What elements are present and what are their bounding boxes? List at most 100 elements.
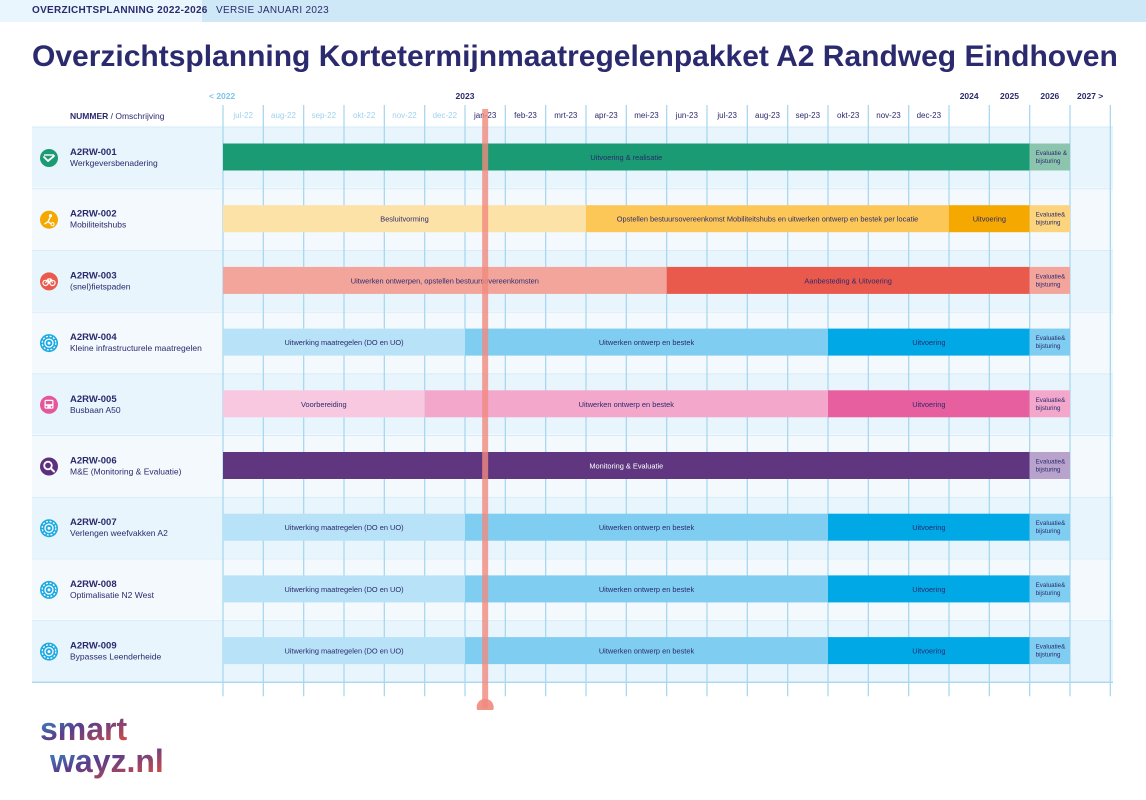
bike-wheel-left bbox=[42, 279, 49, 287]
year-label: 2026 bbox=[1040, 91, 1059, 101]
bar-label: Uitvoering bbox=[912, 585, 945, 594]
bus-icon bbox=[40, 395, 58, 414]
gear-ring bbox=[44, 646, 54, 657]
row-id: A2RW-002 bbox=[70, 209, 117, 220]
gantt-bar bbox=[828, 513, 1030, 541]
row-description: Verlengen weefvakken A2 bbox=[70, 528, 168, 538]
bar-label: Uitvoering bbox=[912, 523, 945, 532]
gantt-bar bbox=[223, 205, 586, 233]
bar-label: Uitwerking maatregelen (DO en UO) bbox=[284, 647, 403, 656]
row-description: Werkgeversbenadering bbox=[70, 158, 158, 168]
row-description: M&E (Monitoring & Evaluatie) bbox=[70, 467, 182, 477]
month-label: aug-23 bbox=[755, 111, 780, 120]
bar-label: Uitwerking maatregelen (DO en UO) bbox=[284, 585, 403, 594]
bar-label: Evaluatie& bijsturing bbox=[1036, 520, 1066, 535]
gear-teeth bbox=[41, 644, 57, 660]
bar-label: Evaluatie& bijsturing bbox=[1036, 212, 1066, 227]
gantt-bar bbox=[223, 452, 1030, 479]
column-header: NUMMER / Omschrijving bbox=[70, 111, 165, 121]
bike-wheel-right bbox=[49, 279, 56, 287]
month-label: dec-22 bbox=[433, 111, 458, 120]
gantt-bar bbox=[1029, 390, 1070, 418]
bar-label: Uitwerken ontwerpen, opstellen bestuurso… bbox=[351, 276, 539, 285]
column-header-number: NUMMER bbox=[70, 111, 108, 121]
row-id: A2RW-009 bbox=[70, 641, 117, 652]
bar-label: Uitwerken ontwerp en bestek bbox=[599, 647, 695, 656]
column-header-description: / Omschrijving bbox=[108, 111, 164, 121]
bar-label: Uitwerken ontwerp en bestek bbox=[579, 400, 675, 409]
bus-light-right bbox=[50, 405, 53, 408]
month-label: aug-22 bbox=[271, 111, 296, 120]
row-description: Optimalisatie N2 West bbox=[70, 590, 155, 600]
bar-label-line2: bijsturing bbox=[1036, 281, 1061, 288]
month-label: dec-23 bbox=[917, 111, 942, 120]
gantt-bar bbox=[1029, 575, 1070, 603]
bar-label: Uitvoering & realisatie bbox=[590, 153, 662, 162]
gantt-bar bbox=[828, 328, 1030, 356]
gear-icon bbox=[40, 519, 58, 538]
row-id: A2RW-008 bbox=[70, 579, 117, 590]
gantt-bar bbox=[1029, 205, 1070, 233]
row-description: Busbaan A50 bbox=[70, 405, 121, 415]
gantt-bar bbox=[586, 205, 949, 233]
bar-label: Besluitvorming bbox=[380, 215, 428, 224]
bar-label: Uitvoering bbox=[912, 647, 945, 656]
gear-icon bbox=[40, 580, 58, 599]
gantt-bar bbox=[666, 266, 1030, 294]
month-label: sep-22 bbox=[312, 111, 337, 120]
bar-label: Uitwerking maatregelen (DO en UO) bbox=[284, 523, 403, 532]
gantt-bar bbox=[828, 637, 1030, 665]
bike-icon bbox=[40, 272, 58, 291]
header-label: OVERZICHTSPLANNING 2022-2026 bbox=[32, 5, 208, 16]
today-marker-line bbox=[482, 109, 489, 709]
row-description: Mobiliteitshubs bbox=[70, 220, 126, 230]
bar-label-line2: bijsturing bbox=[1036, 220, 1061, 227]
magnifier-handle bbox=[49, 467, 55, 473]
row-description: Kleine infrastructurele maatregelen bbox=[70, 343, 202, 353]
handshake-icon bbox=[40, 149, 58, 167]
gantt-bar bbox=[465, 637, 828, 665]
logo-line1: smart bbox=[40, 712, 128, 747]
gantt-bar bbox=[949, 205, 1030, 233]
gantt-bar bbox=[223, 513, 465, 541]
row-id: A2RW-007 bbox=[70, 517, 117, 528]
bar-label-line2: bijsturing bbox=[1036, 590, 1061, 597]
gear-hub bbox=[47, 341, 51, 345]
month-label: nov-22 bbox=[392, 111, 417, 120]
gantt-bar bbox=[424, 390, 828, 418]
gantt-bar bbox=[1029, 637, 1070, 665]
gantt-bar bbox=[1029, 513, 1070, 541]
gantt-bar bbox=[1029, 328, 1070, 356]
row-id: A2RW-005 bbox=[70, 394, 117, 405]
year-label: 2027 > bbox=[1077, 91, 1103, 101]
gantt-bar bbox=[1029, 143, 1070, 171]
bar-label: Aanbesteding & Uitvoering bbox=[804, 276, 892, 285]
row-description: (snel)fietspaden bbox=[70, 281, 131, 291]
month-label: feb-23 bbox=[514, 111, 537, 120]
smartwayz-logo: smart wayz.nl bbox=[40, 712, 164, 779]
gantt-bar bbox=[465, 513, 828, 541]
page-title: Overzichtsplanning Kortetermijnmaatregel… bbox=[32, 40, 1118, 73]
gantt-bar bbox=[223, 637, 465, 665]
row-description: Bypasses Leenderheide bbox=[70, 652, 161, 662]
gear-ring bbox=[44, 338, 54, 348]
gear-teeth bbox=[41, 520, 57, 536]
gantt-bar bbox=[223, 328, 465, 356]
bar-label: Uitwerken ontwerp en bestek bbox=[599, 338, 695, 347]
gear-icon bbox=[40, 642, 58, 661]
month-label: mei-23 bbox=[634, 111, 659, 120]
gear-hub bbox=[47, 526, 51, 530]
bar-label: Uitvoering bbox=[912, 400, 945, 409]
magnifier-icon-bg bbox=[40, 457, 58, 476]
handshake-shape bbox=[43, 155, 55, 162]
logo-line2: wayz.nl bbox=[49, 743, 164, 779]
gear-hub bbox=[47, 588, 51, 592]
bar-label: Voorbereiding bbox=[301, 400, 347, 409]
month-label: okt-22 bbox=[353, 111, 376, 120]
row-id: A2RW-003 bbox=[70, 270, 117, 281]
gantt-bar bbox=[465, 575, 828, 603]
bus-window bbox=[45, 401, 53, 405]
month-label: mrt-23 bbox=[554, 111, 578, 120]
year-label: 2025 bbox=[1000, 91, 1019, 101]
top-banner: OVERZICHTSPLANNING 2022-2026 VERSIE JANU… bbox=[0, 0, 1146, 22]
